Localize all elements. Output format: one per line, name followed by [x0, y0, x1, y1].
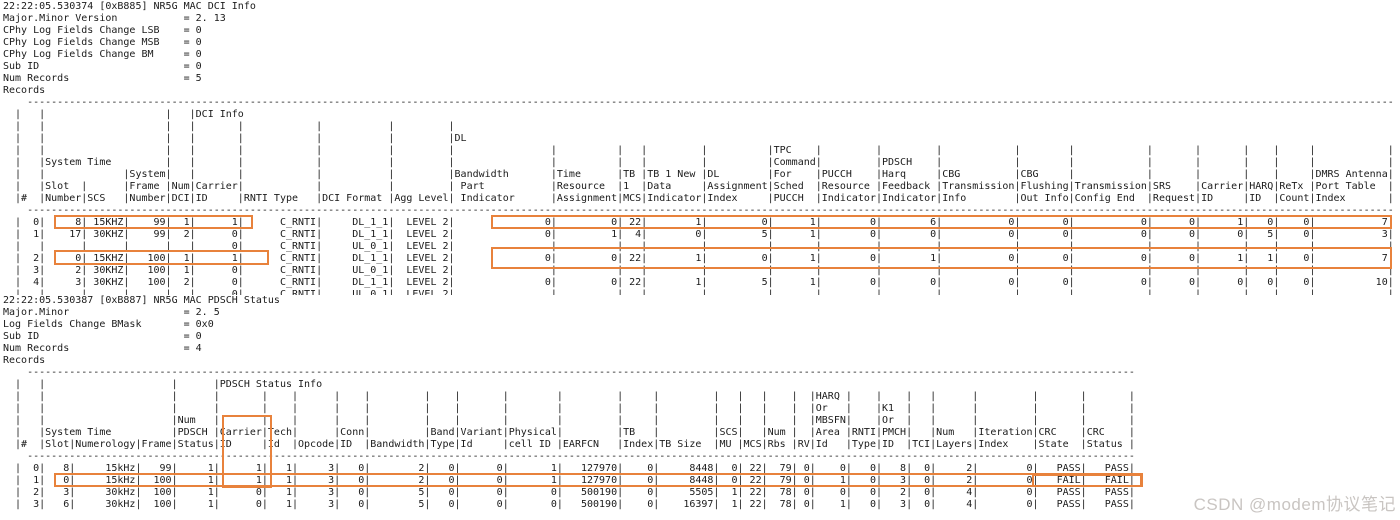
log-text-area: 22:22:05.530374 [0xB885] NR5G MAC DCI In… [3, 1, 1394, 511]
watermark: CSDN @modem协议笔记 [1193, 495, 1396, 514]
pdsch-status-log-segment: 22:22:05.530387 [0xB887] NR5G MAC PDSCH … [3, 295, 1135, 510]
dci-info-log-segment: 22:22:05.530374 [0xB885] NR5G MAC DCI In… [3, 1, 1394, 288]
dci-clipped-row: | | | | | | 0| C_RNTI| UL_0_1| LEVEL 2| … [3, 289, 1394, 295]
